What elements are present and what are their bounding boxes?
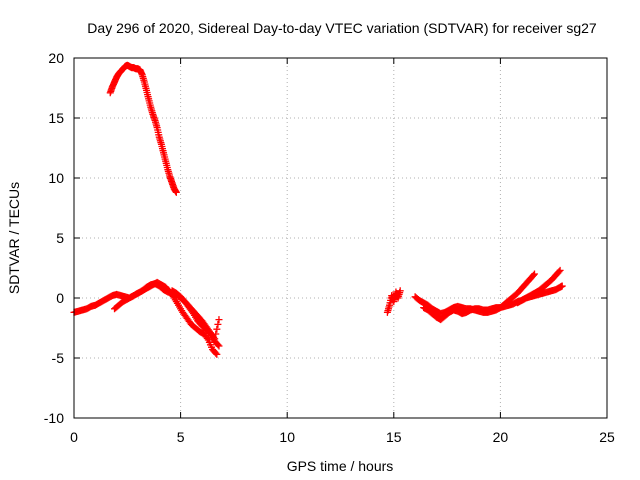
data-point-fill (203, 335, 211, 342)
data-point-fill (212, 330, 220, 338)
data-points (70, 61, 566, 358)
series-morning-secondary (111, 278, 221, 358)
x-tick-label: 15 (386, 429, 402, 445)
y-tick-label: 0 (56, 290, 64, 306)
series-morning-tail (168, 287, 223, 343)
series-afternoon-gap (383, 287, 404, 316)
x-tick-label: 0 (70, 429, 78, 445)
x-tick-label: 20 (493, 429, 509, 445)
y-tick-label: 20 (48, 50, 64, 66)
x-tick-label: 10 (279, 429, 295, 445)
data-point (211, 335, 219, 343)
plot-frame (73, 57, 608, 419)
y-tick-label: 10 (48, 170, 64, 186)
y-tick-label: -5 (52, 350, 65, 366)
y-axis-label: SDTVAR / TECUs (6, 182, 22, 294)
data-point-fill (214, 320, 222, 328)
x-tick-label: 5 (177, 429, 185, 445)
data-point (558, 282, 566, 290)
series-evening-upper (513, 282, 566, 307)
data-point-fill (555, 268, 563, 276)
y-tick-label: -10 (44, 410, 64, 426)
data-point-fill (529, 271, 537, 279)
data-point (213, 350, 221, 358)
data-point (215, 342, 223, 350)
data-point-fill (214, 341, 222, 349)
y-tick-label: 5 (56, 230, 64, 246)
x-tick-label: 25 (599, 429, 615, 445)
y-tick-label: 15 (48, 110, 64, 126)
data-point (531, 270, 539, 278)
data-point (215, 316, 223, 324)
y-axis: -10 -5 0 5 10 15 20 (44, 50, 607, 426)
series-high-arc (106, 61, 180, 196)
data-point (556, 266, 564, 274)
data-point (172, 188, 180, 196)
data-point-fill (213, 325, 221, 333)
data-point (396, 287, 404, 295)
chart-title: Day 296 of 2020, Sidereal Day-to-day VTE… (87, 20, 597, 36)
x-axis: 0 5 10 15 20 25 (70, 58, 615, 445)
data-point-fill (212, 349, 220, 357)
x-axis-label: GPS time / hours (287, 458, 394, 474)
